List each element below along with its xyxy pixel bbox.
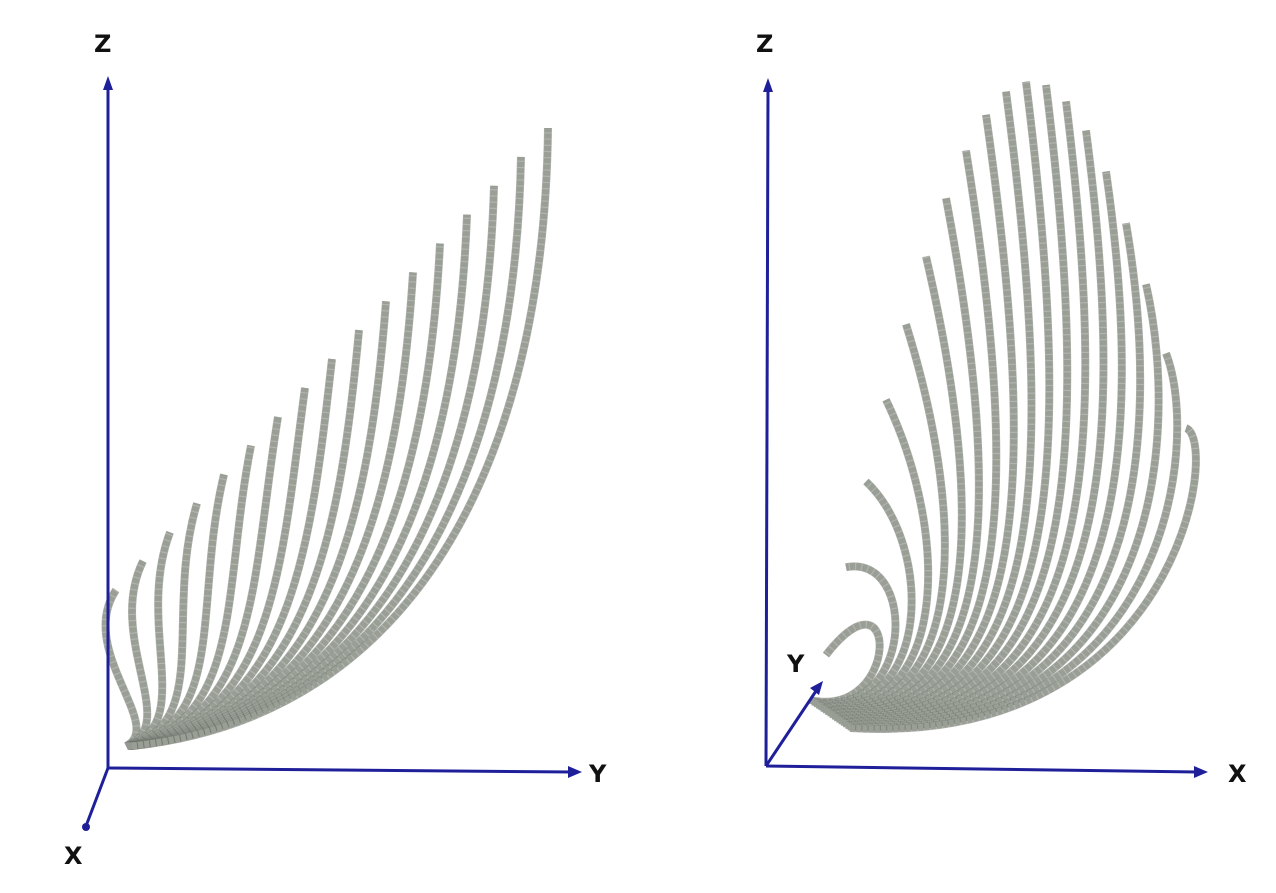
right-z-axis xyxy=(764,87,770,767)
right-curve xyxy=(816,398,932,710)
left-curve xyxy=(128,358,336,750)
left-x-axis-end-dot xyxy=(82,823,90,831)
left-3d-view: Z Y X xyxy=(64,30,607,870)
right-z-axis-label: Z xyxy=(756,30,773,58)
right-curve-shadow xyxy=(813,478,916,709)
right-x-axis xyxy=(765,764,1198,774)
right-3d-view: Z X Y xyxy=(756,30,1247,788)
left-y-axis xyxy=(107,766,573,774)
left-x-axis xyxy=(84,767,110,827)
right-z-axis-arrowhead xyxy=(763,78,773,92)
right-y-axis xyxy=(764,687,820,767)
left-x-axis-label: X xyxy=(64,842,83,870)
left-z-axis-arrowhead xyxy=(103,76,113,90)
left-curve xyxy=(126,473,228,750)
left-z-axis-label: Z xyxy=(94,30,111,58)
right-x-axis-arrowhead xyxy=(1194,766,1208,778)
left-curve xyxy=(125,531,174,750)
left-y-axis-label: Y xyxy=(588,760,607,788)
right-y-axis-label: Y xyxy=(786,650,805,678)
right-curve xyxy=(829,91,1035,719)
left-curve xyxy=(126,502,201,750)
right-curve-family xyxy=(809,81,1200,733)
right-curve xyxy=(849,424,1200,733)
left-curve xyxy=(127,444,255,750)
right-x-axis-label: X xyxy=(1228,760,1247,788)
right-y-axis-arrowhead xyxy=(810,681,823,695)
left-curve xyxy=(127,416,282,750)
left-curve-family xyxy=(101,127,552,750)
left-y-axis-arrowhead xyxy=(568,766,582,778)
left-curve xyxy=(131,127,552,750)
